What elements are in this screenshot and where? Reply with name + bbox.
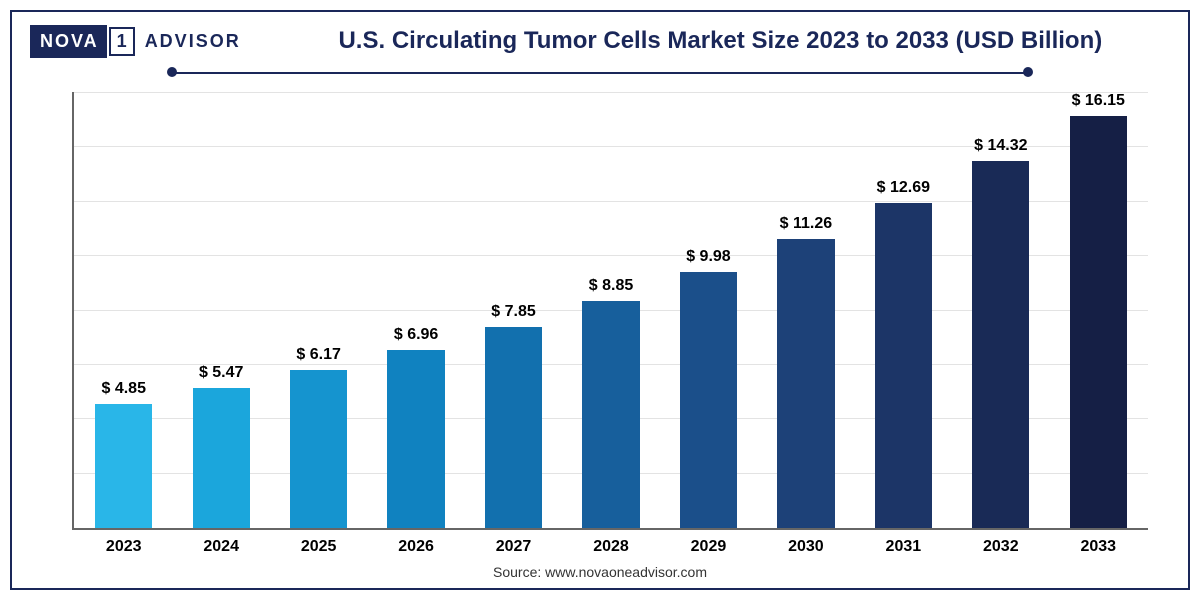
bar-column: $ 5.47 <box>181 92 260 528</box>
bar-column: $ 11.26 <box>766 92 845 528</box>
divider-line <box>172 72 1028 74</box>
bar <box>1070 116 1127 528</box>
bar-column: $ 16.15 <box>1059 92 1138 528</box>
bar-value-label: $ 5.47 <box>199 364 243 382</box>
bar-column: $ 14.32 <box>961 92 1040 528</box>
bar-column: $ 7.85 <box>474 92 553 528</box>
bar-value-label: $ 6.17 <box>296 346 340 364</box>
bar-column: $ 6.96 <box>376 92 455 528</box>
x-tick-label: 2023 <box>84 538 163 556</box>
bar-value-label: $ 14.32 <box>974 137 1027 155</box>
bar <box>777 239 834 528</box>
bar-value-label: $ 9.98 <box>686 248 730 266</box>
bar-value-label: $ 7.85 <box>491 303 535 321</box>
bar <box>290 370 347 528</box>
x-tick-label: 2027 <box>474 538 553 556</box>
x-tick-label: 2032 <box>961 538 1040 556</box>
x-tick-label: 2033 <box>1059 538 1138 556</box>
bar <box>680 272 737 528</box>
title-divider <box>172 66 1028 80</box>
logo: NOVA 1 ADVISOR <box>30 24 251 58</box>
x-tick-label: 2031 <box>864 538 943 556</box>
bar-value-label: $ 8.85 <box>589 277 633 295</box>
x-tick-label: 2024 <box>181 538 260 556</box>
chart-area: $ 4.85 $ 5.47 $ 6.17 $ 6.96 $ 7.85 $ 8.85 $ 9.… <box>12 86 1188 560</box>
bar-column: $ 8.85 <box>571 92 650 528</box>
bar <box>875 203 932 528</box>
bar <box>485 327 542 528</box>
bar-column: $ 12.69 <box>864 92 943 528</box>
bar-value-label: $ 4.85 <box>101 380 145 398</box>
bar <box>193 388 250 528</box>
divider-dot-right <box>1023 67 1033 77</box>
x-tick-label: 2030 <box>766 538 845 556</box>
bar-column: $ 4.85 <box>84 92 163 528</box>
bar-column: $ 9.98 <box>669 92 748 528</box>
source-text: Source: www.novaoneadvisor.com <box>12 560 1188 588</box>
x-tick-label: 2025 <box>279 538 358 556</box>
logo-text-one: 1 <box>109 27 135 56</box>
bar <box>582 301 639 528</box>
bar-value-label: $ 16.15 <box>1072 92 1125 110</box>
x-axis: 2023 2024 2025 2026 2027 2028 2029 2030 2031 2032… <box>74 530 1148 556</box>
logo-text-nova: NOVA <box>30 25 107 58</box>
bar <box>387 350 444 529</box>
chart-frame: NOVA 1 ADVISOR U.S. Circulating Tumor Ce… <box>10 10 1190 590</box>
bar-value-label: $ 6.96 <box>394 326 438 344</box>
chart-title: U.S. Circulating Tumor Cells Market Size… <box>271 27 1170 55</box>
x-tick-label: 2026 <box>376 538 455 556</box>
plot-region: $ 4.85 $ 5.47 $ 6.17 $ 6.96 $ 7.85 $ 8.85 $ 9.… <box>72 92 1148 530</box>
bar-column: $ 6.17 <box>279 92 358 528</box>
bar <box>972 161 1029 528</box>
logo-text-advisor: ADVISOR <box>137 25 251 58</box>
bar-value-label: $ 11.26 <box>780 215 833 233</box>
bar <box>95 404 152 528</box>
x-tick-label: 2028 <box>571 538 650 556</box>
header: NOVA 1 ADVISOR U.S. Circulating Tumor Ce… <box>12 12 1188 64</box>
x-tick-label: 2029 <box>669 538 748 556</box>
bar-value-label: $ 12.69 <box>877 179 930 197</box>
